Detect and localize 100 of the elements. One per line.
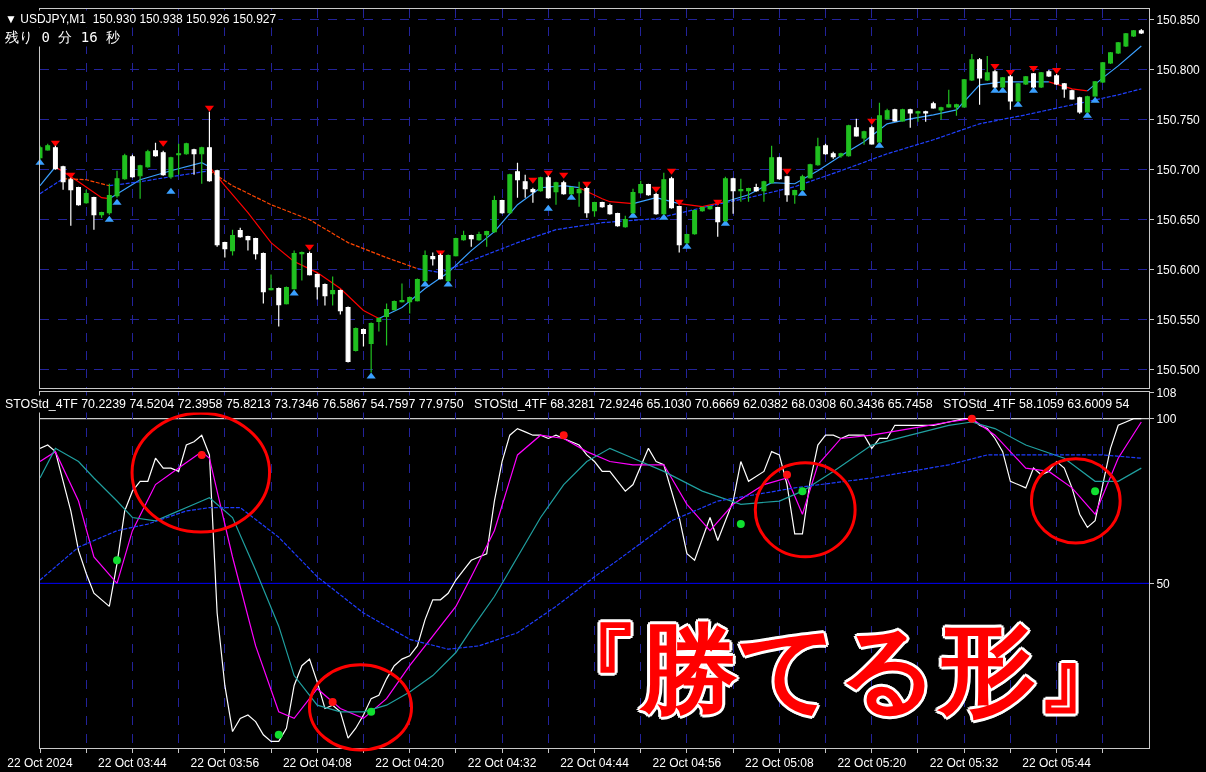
- candlestick: [430, 252, 436, 267]
- candlestick: [738, 178, 744, 203]
- point: [328, 697, 337, 706]
- candlestick: [953, 103, 959, 117]
- candlestick: [907, 108, 913, 129]
- candlestick: [391, 299, 397, 312]
- point: [682, 242, 692, 249]
- candlestick: [322, 282, 328, 307]
- candlestick: [222, 241, 228, 259]
- candlestick: [414, 277, 420, 303]
- point: [559, 431, 568, 440]
- point: [1091, 487, 1100, 496]
- candlestick: [576, 181, 582, 208]
- y-tick-label: 150.850: [1156, 13, 1201, 28]
- candlestick: [337, 288, 343, 316]
- candlestick: [253, 237, 259, 261]
- candlestick: [722, 176, 728, 223]
- y-tick-label: 150.750: [1156, 113, 1201, 128]
- point: [1013, 100, 1023, 107]
- candlestick: [807, 163, 813, 180]
- candlestick: [276, 286, 282, 328]
- candlestick: [1046, 69, 1052, 78]
- candlestick: [1023, 75, 1029, 86]
- candlestick: [522, 174, 528, 199]
- candlestick: [869, 125, 875, 146]
- x-tick-label: 22 Oct 04:32: [467, 756, 537, 771]
- candlestick: [399, 282, 405, 304]
- candlestick: [538, 176, 544, 193]
- candlestick: [145, 149, 151, 169]
- point: [736, 520, 745, 529]
- candlestick: [461, 230, 467, 242]
- candlestick: [360, 327, 366, 348]
- point: [274, 730, 283, 739]
- x-tick-label: 22 Oct 04:56: [652, 756, 722, 771]
- chart-title: STOStd_4TF 70.2239 74.5204 72.3958 75.8213 73.7346 76.5867 54.7597 77.9750 STOStd_4TF 68.3281 72.9246 65.1030 70.6669 62.0382 68.0308 60.3436 65.7458 STOStd_4TF 58.1059 63.6009 54: [5, 397, 1130, 411]
- point: [443, 280, 453, 287]
- candlestick: [122, 153, 128, 181]
- point: [367, 707, 376, 716]
- candlestick: [376, 316, 382, 333]
- x-tick-label: 22 Oct 03:44: [98, 756, 168, 771]
- candlestick: [260, 252, 266, 305]
- candlestick: [615, 212, 621, 228]
- point: [990, 86, 1000, 93]
- point: [798, 487, 807, 496]
- candlestick: [923, 110, 929, 123]
- candlestick: [645, 183, 651, 197]
- candlestick: [153, 142, 159, 158]
- x-tick-label: 22 Oct 04:08: [282, 756, 352, 771]
- candlestick: [784, 175, 790, 203]
- candlestick: [129, 154, 135, 179]
- point: [113, 556, 122, 565]
- point: [543, 204, 553, 211]
- x-tick-label: 22 Oct 04:44: [560, 756, 630, 771]
- candlestick: [599, 201, 605, 209]
- point: [659, 213, 669, 220]
- candlestick: [476, 231, 482, 242]
- candlestick: [91, 196, 97, 231]
- candlestick: [199, 146, 205, 185]
- text: 残り 0 分 16 秒: [5, 29, 121, 45]
- y-tick-label: 108: [1156, 385, 1177, 400]
- candlestick: [106, 183, 112, 216]
- candlestick: [984, 55, 990, 82]
- candlestick: [630, 188, 636, 215]
- candlestick: [384, 302, 390, 347]
- y-tick-label: 150.650: [1156, 212, 1201, 227]
- candlestick: [99, 211, 105, 219]
- candlestick: [176, 143, 182, 176]
- annotation: 『勝てる形』: [542, 612, 1134, 726]
- y-tick-label: 150.800: [1156, 63, 1201, 78]
- candlestick: [715, 206, 721, 238]
- candlestick: [977, 57, 983, 106]
- candlestick: [753, 183, 759, 193]
- candlestick: [437, 253, 443, 281]
- candlestick: [453, 237, 459, 258]
- point: [197, 450, 206, 459]
- candlestick: [561, 180, 567, 196]
- candlestick: [930, 101, 936, 110]
- candlestick: [530, 187, 536, 204]
- candlestick: [214, 169, 220, 248]
- candlestick: [969, 53, 975, 82]
- candlestick: [268, 273, 274, 292]
- candlestick: [237, 227, 243, 239]
- point: [104, 215, 114, 222]
- candlestick: [299, 251, 305, 282]
- candlestick: [707, 205, 713, 211]
- candlestick: [553, 181, 559, 206]
- candlestick: [730, 177, 736, 215]
- candlestick: [183, 142, 189, 156]
- candlestick: [345, 305, 351, 364]
- candlestick: [76, 186, 81, 207]
- candlestick: [83, 189, 89, 205]
- candlestick: [1115, 41, 1121, 55]
- candlestick: [230, 229, 236, 257]
- candlestick: [314, 272, 320, 301]
- candlestick: [884, 108, 890, 121]
- candlestick: [1038, 71, 1044, 89]
- x-tick-label: 22 Oct 05:44: [1022, 756, 1092, 771]
- candlestick: [769, 145, 775, 185]
- candlestick: [468, 234, 474, 248]
- chart-title: ▼ USDJPY,M1 150.930 150.938 150.926 150.927: [5, 12, 277, 26]
